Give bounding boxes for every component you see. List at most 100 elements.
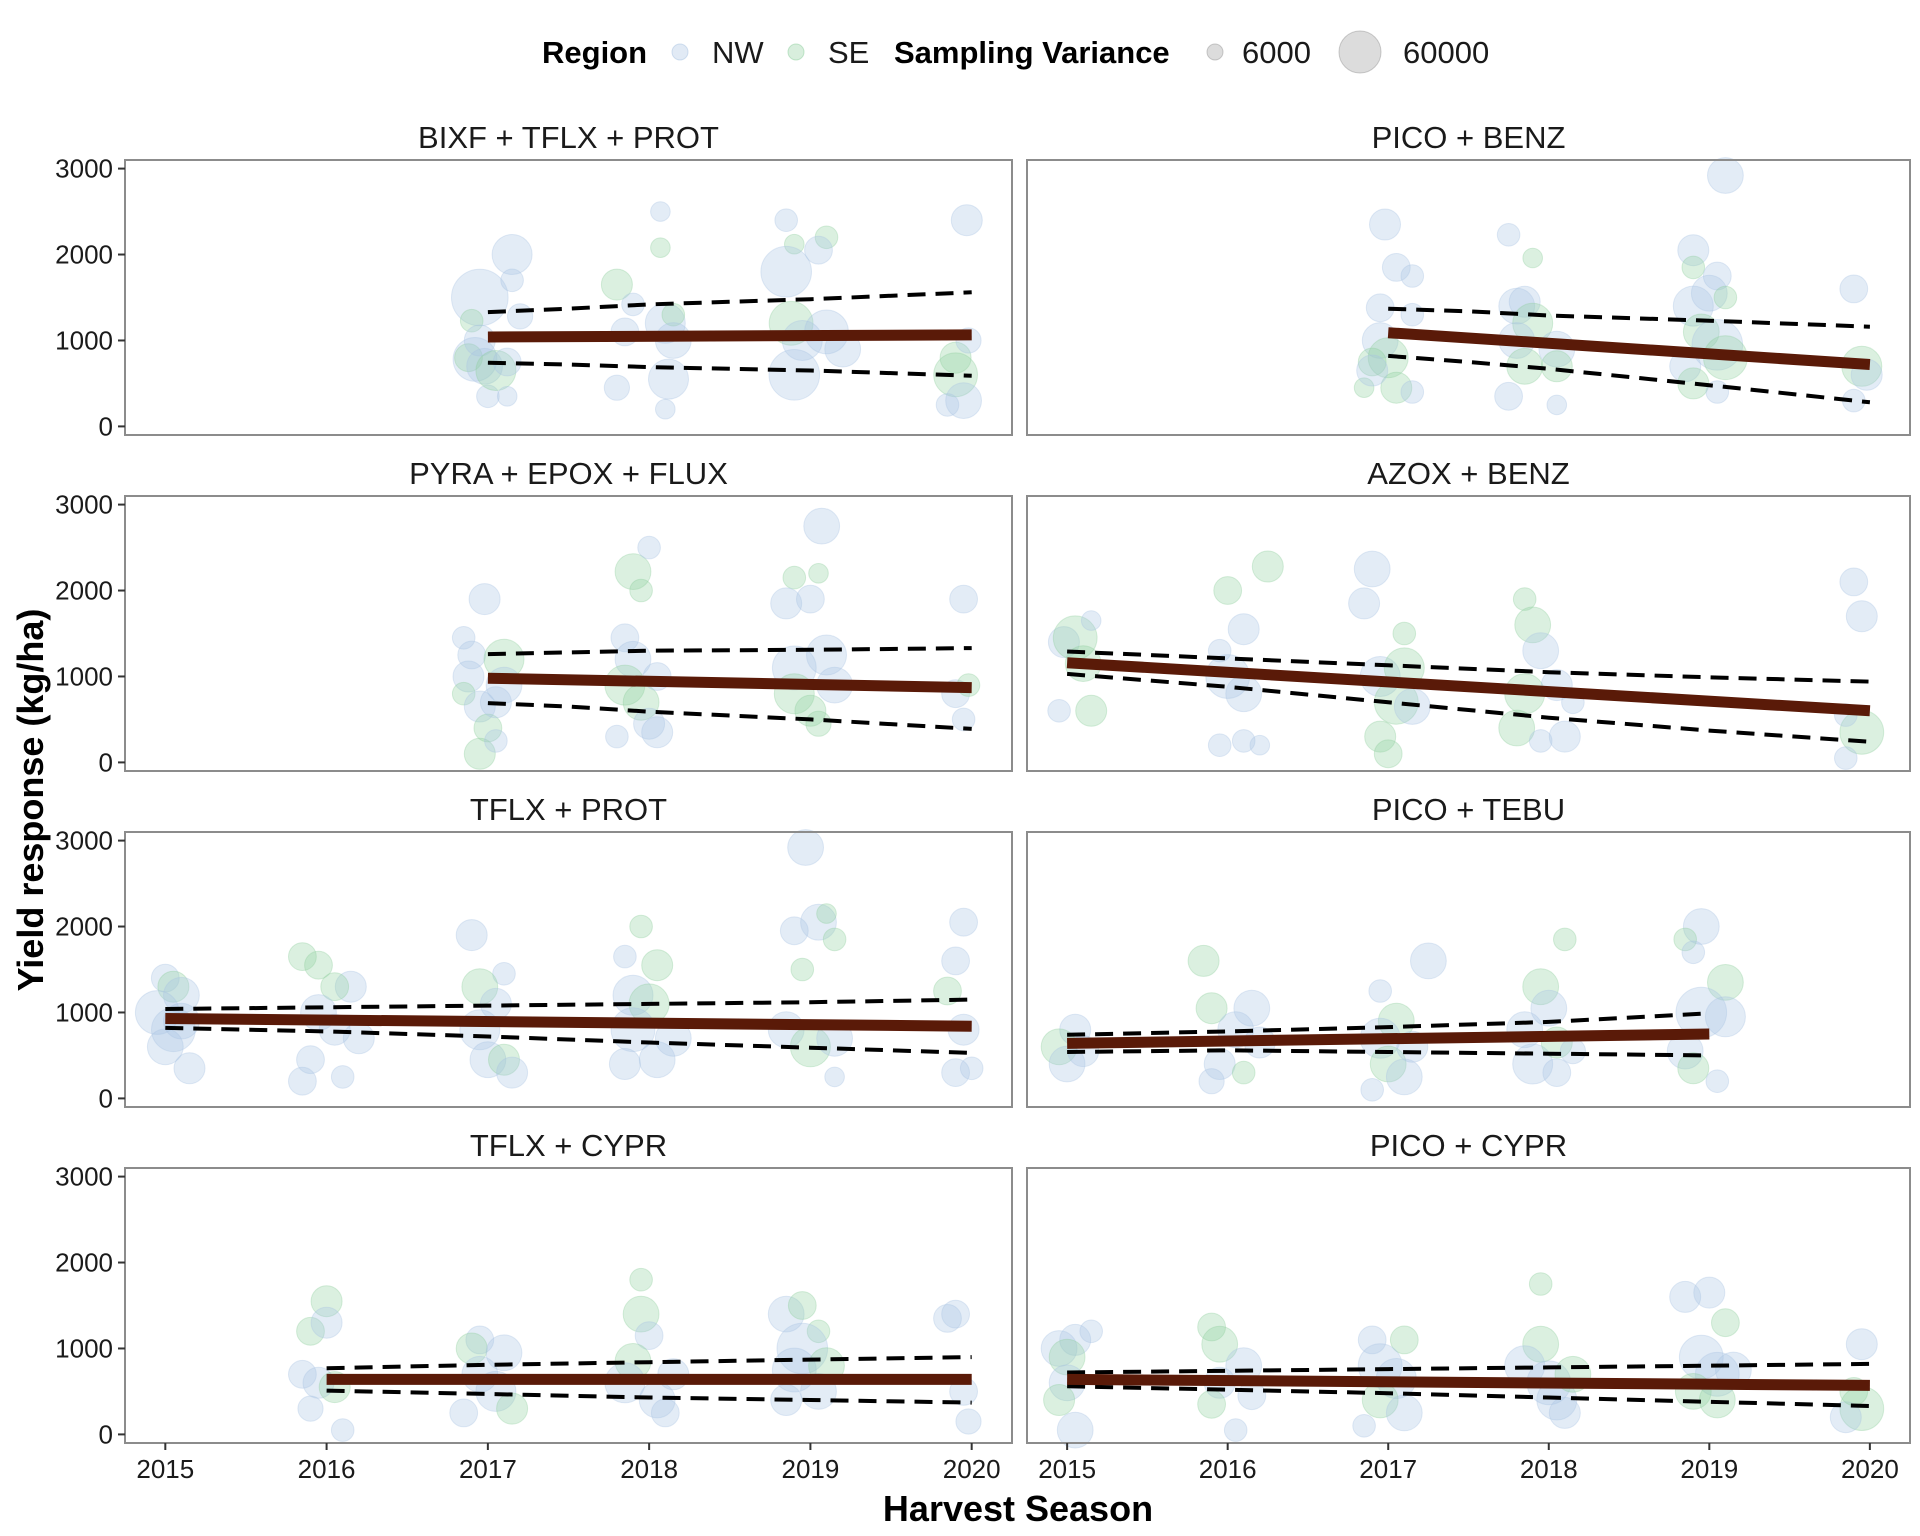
data-point: [941, 946, 970, 976]
data-point: [1705, 1069, 1730, 1093]
y-tick-label: 2000: [55, 240, 113, 270]
legend-region-label: SE: [828, 35, 869, 70]
data-point: [634, 1321, 664, 1350]
data-point: [806, 634, 847, 676]
ci-lower-line: [1067, 1384, 1870, 1408]
data-point: [622, 1295, 660, 1333]
data-point: [304, 950, 333, 980]
data-point: [1672, 285, 1714, 327]
y-tick-label: 1000: [55, 1333, 113, 1363]
panel-title: BIXF + TFLX + PROT: [418, 120, 719, 155]
x-axis-title: Harvest Season: [883, 1488, 1153, 1529]
data-point: [608, 1048, 641, 1080]
data-point: [800, 903, 837, 941]
data-point: [476, 384, 500, 409]
y-tick-label: 2000: [55, 912, 113, 942]
y-tick-label: 0: [99, 747, 113, 777]
data-point: [949, 907, 978, 937]
data-point: [1392, 621, 1417, 646]
data-point: [1829, 1401, 1862, 1434]
legend-region-title: Region: [542, 35, 647, 70]
data-point: [1494, 381, 1523, 411]
ci-lower-line: [1388, 353, 1871, 405]
data-point: [1677, 1052, 1710, 1085]
data-point: [1075, 694, 1108, 727]
data-point: [605, 724, 629, 749]
x-tick-label: 2016: [298, 1454, 356, 1484]
data-point: [1352, 1414, 1376, 1438]
data-point: [451, 681, 476, 706]
data-point: [451, 626, 476, 650]
ci-lower-line: [487, 701, 972, 731]
data-point: [779, 916, 809, 946]
x-tick-label: 2016: [1199, 1454, 1257, 1484]
data-point: [1711, 1308, 1740, 1338]
data-point: [506, 303, 534, 330]
data-point: [1364, 720, 1397, 753]
legend-size-label: 60000: [1403, 35, 1489, 70]
data-point: [1040, 1330, 1078, 1367]
data-point: [1669, 1280, 1702, 1313]
data-point: [1187, 944, 1220, 977]
data-point: [455, 919, 488, 952]
data-point: [1702, 261, 1732, 291]
data-point: [945, 382, 982, 420]
ci-upper-line: [1067, 649, 1870, 684]
data-point: [768, 349, 821, 401]
trend-line: [1067, 1373, 1870, 1391]
y-tick-label: 3000: [55, 490, 113, 520]
data-point: [1707, 157, 1744, 194]
data-point: [1707, 964, 1744, 1001]
data-point: [1198, 1068, 1225, 1095]
data-point: [1514, 606, 1552, 644]
data-point: [1400, 264, 1425, 288]
data-point: [1056, 1411, 1094, 1449]
data-point: [330, 1065, 355, 1089]
panel-border: [1026, 831, 1911, 1108]
data-point: [452, 660, 485, 693]
data-point: [1213, 576, 1243, 605]
ci-lower-line: [1066, 671, 1871, 744]
data-point: [1348, 587, 1381, 620]
data-point: [1548, 720, 1581, 753]
panel-border: [124, 159, 1013, 436]
panel-title: PICO + CYPR: [1370, 1128, 1567, 1163]
data-point: [1528, 729, 1553, 753]
y-tick-label: 0: [99, 1419, 113, 1449]
ci-lower-line: [326, 1388, 972, 1405]
data-point: [1498, 709, 1536, 747]
data-point: [1223, 1418, 1248, 1442]
data-point: [1195, 992, 1228, 1025]
data-point: [288, 942, 317, 971]
data-point: [1357, 1325, 1387, 1355]
data-point: [1522, 1325, 1560, 1363]
data-point: [449, 1398, 479, 1428]
data-point: [633, 707, 666, 740]
data-point: [1227, 613, 1260, 646]
panel-title: TFLX + CYPR: [470, 1128, 667, 1163]
data-point: [320, 972, 350, 1002]
panel-title: TFLX + PROT: [470, 792, 667, 827]
panel-border: [124, 495, 1013, 772]
data-point: [475, 350, 517, 391]
data-point: [650, 201, 671, 222]
data-point: [787, 1291, 817, 1320]
trend-line: [487, 672, 972, 694]
data-point: [610, 623, 640, 653]
data-point: [1542, 1058, 1572, 1087]
x-tick-label: 2017: [459, 1454, 517, 1484]
data-point: [496, 1392, 529, 1425]
data-point: [614, 553, 652, 590]
trend-line: [1387, 327, 1871, 370]
data-point: [1400, 302, 1425, 327]
data-point: [334, 970, 367, 1003]
panel-title: PYRA + EPOX + FLUX: [409, 456, 728, 491]
data-point: [804, 235, 833, 265]
data-point: [452, 337, 498, 382]
data-point: [491, 234, 533, 275]
x-tick-label: 2015: [1038, 1454, 1096, 1484]
data-point: [496, 1056, 529, 1089]
data-point: [950, 204, 983, 237]
